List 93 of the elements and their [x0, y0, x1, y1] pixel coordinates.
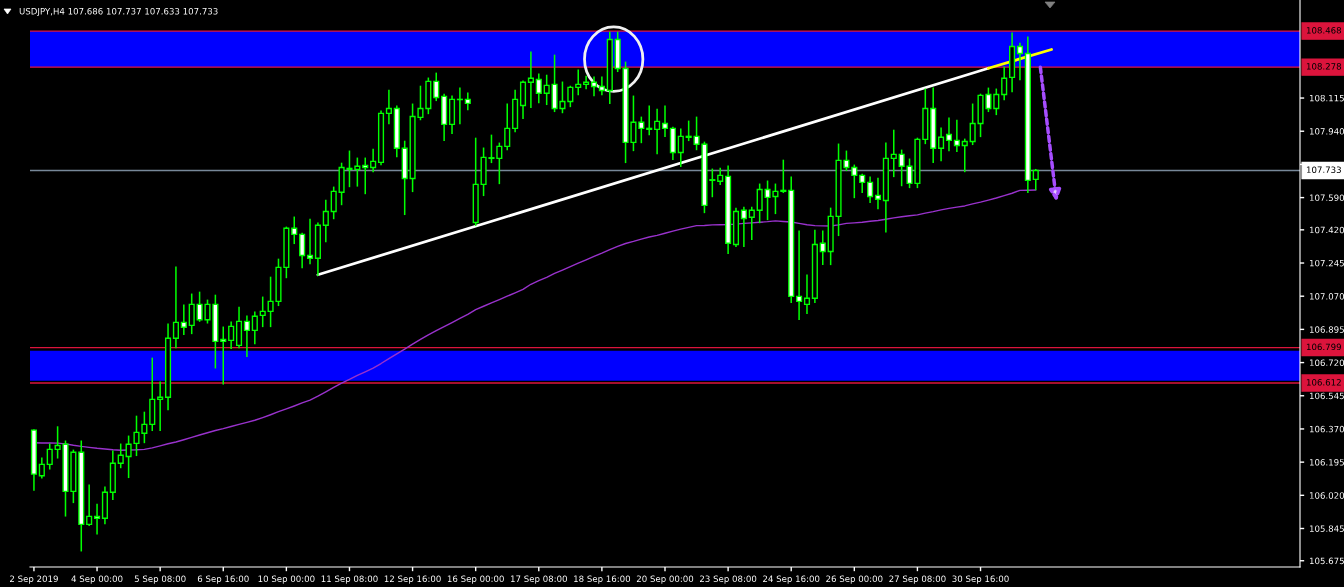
candlestick [433, 72, 440, 102]
y-tick-label: 107.940 [1309, 128, 1344, 135]
x-tick-label: 10 Sep 00:00 [258, 575, 315, 584]
y-tick-label: 106.895 [1309, 326, 1344, 333]
candlestick [646, 105, 653, 136]
candlestick [874, 177, 882, 210]
y-tick-label: 106.545 [1309, 392, 1344, 400]
candlestick [740, 206, 747, 248]
x-tick-label: 17 Sep 08:00 [511, 575, 567, 584]
candlestick [867, 176, 874, 204]
ref-line-label: 106.612 [1306, 379, 1341, 386]
candlestick [598, 76, 605, 96]
y-tick-label: 106.020 [1309, 492, 1344, 499]
candlestick [504, 103, 511, 151]
candlestick [251, 311, 258, 345]
y-tick-label: 105.845 [1309, 525, 1344, 532]
x-tick-label: 20 Sep 00:00 [636, 575, 694, 584]
ref-line-label: 106.799 [1306, 343, 1341, 351]
candlestick [993, 88, 1000, 116]
candlestick [543, 74, 550, 106]
candlestick [1016, 42, 1024, 81]
x-tick-label: 5 Sep 08:00 [134, 575, 186, 584]
x-tick-label: 12 Sep 16:00 [384, 575, 441, 584]
y-tick-label: 106.370 [1309, 425, 1344, 433]
candlestick [748, 206, 755, 241]
x-tick-label: 30 Sep 16:00 [952, 575, 1009, 584]
candlestick [945, 117, 953, 152]
candlestick [1032, 168, 1039, 191]
candlestick [953, 119, 960, 153]
x-tick-label: 2 Sep 2019 [10, 575, 58, 584]
x-tick-label: 24 Sep 16:00 [763, 575, 820, 584]
x-tick-label: 11 Sep 08:00 [321, 575, 378, 584]
candlestick [86, 484, 93, 527]
candlestick [938, 127, 945, 162]
x-tick-label: 26 Sep 00:00 [826, 575, 883, 584]
candlestick [464, 92, 471, 111]
candlestick [235, 306, 243, 349]
candlestick [575, 69, 582, 96]
candlestick [306, 218, 314, 265]
text: USDJPY,H4 107.686 107.737 107.633 107.733 [19, 7, 218, 17]
candlestick [527, 51, 534, 109]
candlestick [519, 80, 527, 120]
ref-line-label: 108.278 [1306, 63, 1342, 70]
candlestick [851, 164, 858, 199]
candlestick [291, 216, 298, 245]
candlestick [322, 199, 329, 243]
candlestick [220, 326, 227, 385]
candlestick [819, 230, 826, 266]
candlestick [1001, 66, 1008, 101]
candlestick [385, 89, 392, 125]
x-tick-label: 6 Sep 16:00 [197, 575, 249, 584]
candlestick [172, 266, 179, 349]
candlestick [93, 503, 101, 535]
candlestick [157, 381, 164, 432]
candlestick [590, 76, 598, 97]
y-tick-label: 105.675 [1309, 557, 1344, 565]
y-tick-label: 107.590 [1309, 194, 1344, 201]
x-tick-label: 16 Sep 00:00 [447, 575, 504, 584]
ref-line-label: 108.468 [1306, 27, 1342, 34]
candlestick [125, 435, 132, 479]
candlestick [228, 321, 235, 350]
candlestick [961, 138, 968, 173]
candlestick [370, 148, 377, 173]
candlestick [299, 232, 306, 269]
y-tick-label: 107.245 [1309, 259, 1344, 267]
candlestick [362, 157, 369, 195]
x-tick-label: 18 Sep 16:00 [574, 575, 631, 584]
candlestick [180, 304, 187, 336]
x-tick-label: 23 Sep 08:00 [700, 575, 757, 584]
y-tick-label: 107.420 [1309, 226, 1344, 234]
x-tick-label: 27 Sep 08:00 [889, 575, 946, 584]
candlestick [803, 274, 811, 315]
y-tick-label: 106.195 [1309, 459, 1344, 466]
candlestick [46, 443, 53, 470]
candlestick [259, 296, 266, 328]
y-tick-label: 106.720 [1309, 359, 1344, 366]
candlestick [661, 105, 669, 138]
y-tick-label: 108.115 [1309, 94, 1344, 102]
candlestick [535, 73, 542, 104]
candlestick [117, 443, 124, 469]
candlestick [188, 293, 195, 335]
candlestick [330, 186, 337, 220]
candlestick [890, 129, 897, 178]
y-tick-label: 107.070 [1309, 293, 1344, 300]
candlestick [677, 128, 684, 168]
candlestick [780, 159, 787, 194]
candlestick [796, 230, 803, 321]
x-tick-label: 4 Sep 00:00 [71, 575, 123, 584]
ref-line-label: 107.733 [1306, 166, 1341, 173]
candlestick [583, 75, 590, 90]
candlestick [38, 457, 45, 479]
candlestick [243, 315, 250, 358]
candlestick [654, 108, 661, 155]
